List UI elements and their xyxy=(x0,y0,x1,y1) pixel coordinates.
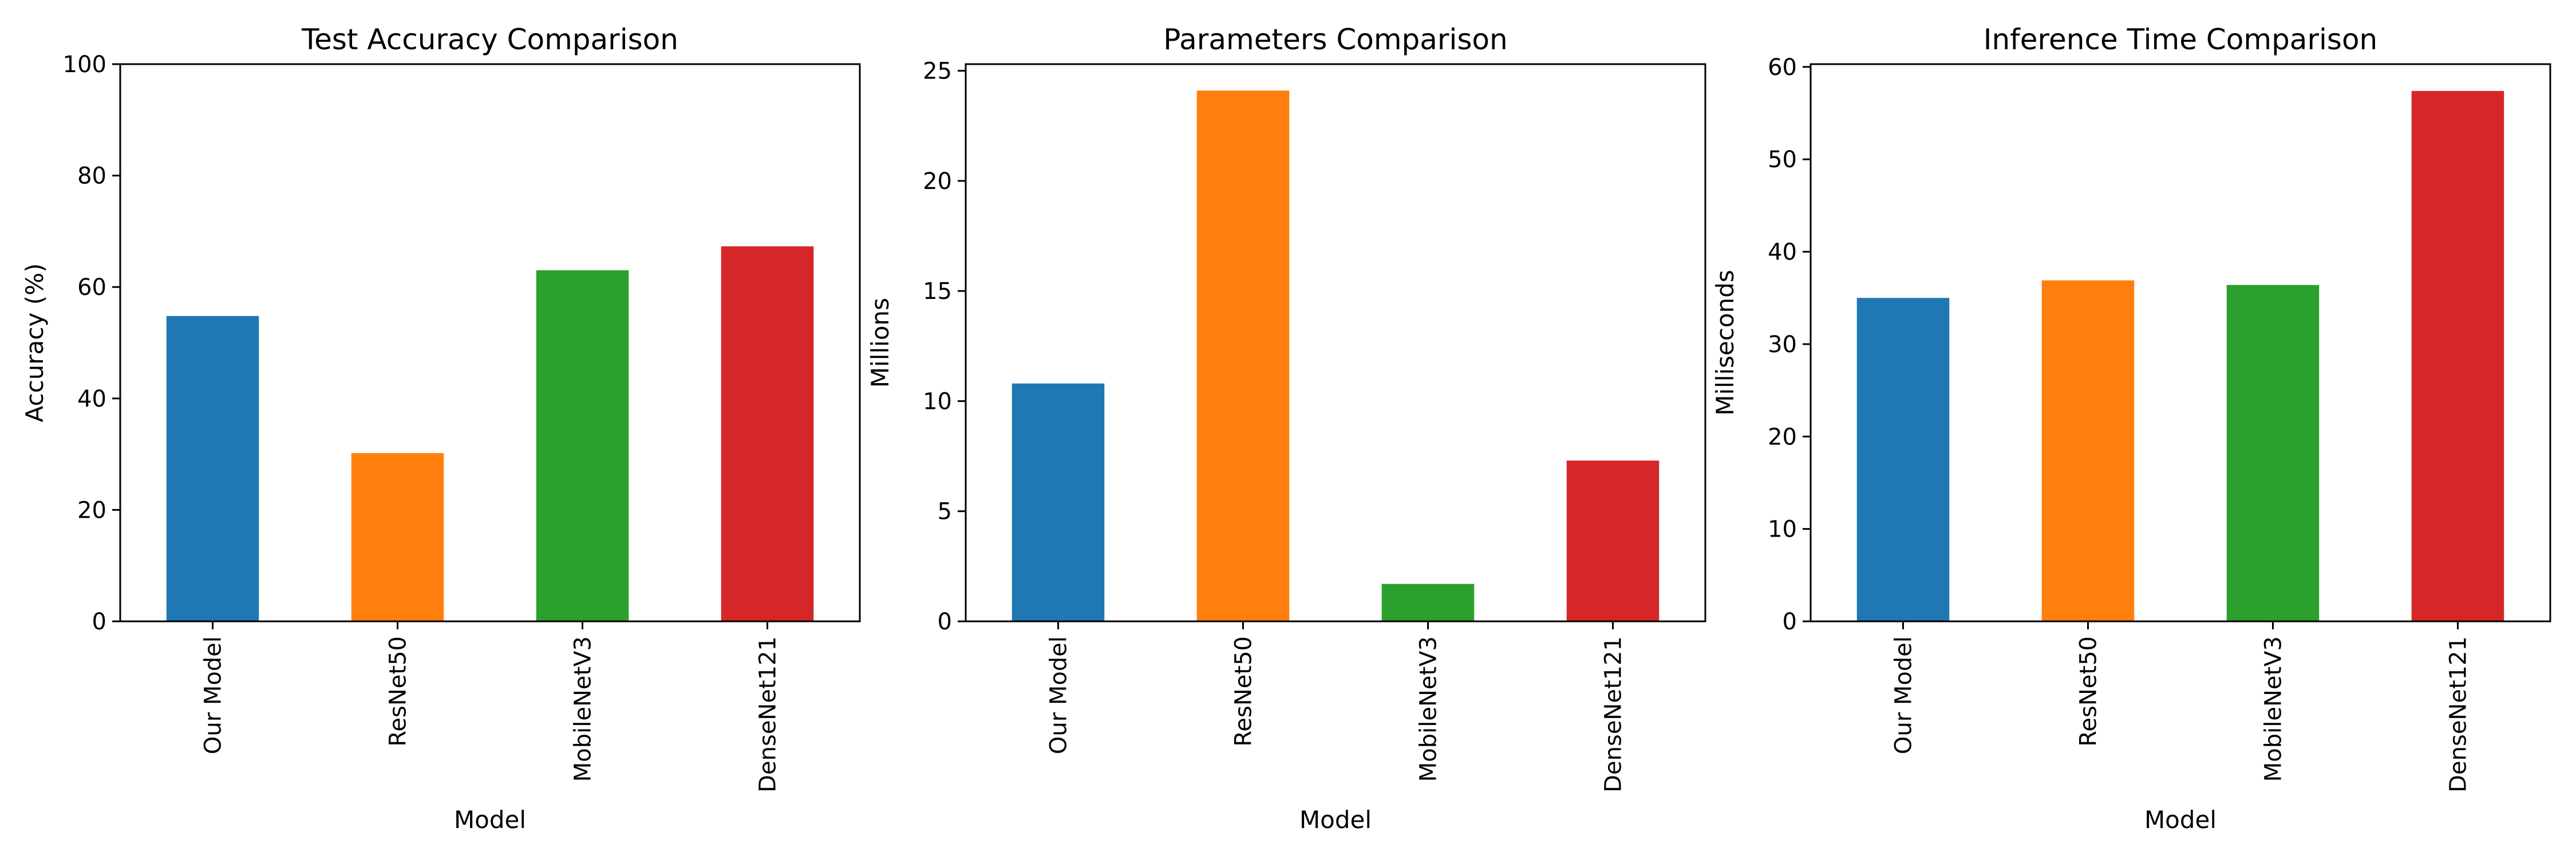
y-axis-label: Millions xyxy=(866,298,894,388)
y-tick-label: 40 xyxy=(77,386,106,412)
x-tick-label: DenseNet121 xyxy=(2445,636,2472,793)
bar-resnet50 xyxy=(1196,90,1290,621)
chart-title: Inference Time Comparison xyxy=(1984,23,2377,56)
y-tick-label: 25 xyxy=(923,58,952,85)
y-tick-label: 15 xyxy=(923,278,952,305)
y-tick-label: 0 xyxy=(92,609,106,635)
x-tick-label: MobileNetV3 xyxy=(1416,636,1442,782)
y-tick-label: 0 xyxy=(938,609,952,635)
bar-densenet121 xyxy=(1566,460,1660,621)
chart-panel-2: 0 5 10 15 20 25 Our Model ResNet50 MobileNetV3 De… xyxy=(866,23,1706,834)
y-tick-label: 10 xyxy=(923,388,952,415)
y-tick-label: 5 xyxy=(938,499,952,525)
x-tick-label: MobileNetV3 xyxy=(570,636,596,782)
bar-mobilenetv3 xyxy=(2226,285,2320,621)
y-tick-label: 80 xyxy=(77,163,106,190)
x-tick-label: Our Model xyxy=(1891,636,1917,754)
x-axis-label: Model xyxy=(454,806,526,834)
y-tick-label: 50 xyxy=(1768,147,1797,173)
chart-panel-3: 0 10 20 30 40 50 60 Our Model ResNet50 MobileNetV… xyxy=(1711,23,2551,834)
bar-mobilenetv3 xyxy=(1381,584,1475,621)
x-tick-label: ResNet50 xyxy=(385,636,412,747)
y-tick-label: 60 xyxy=(1768,54,1797,81)
bar-densenet121 xyxy=(2411,90,2504,621)
y-axis-label: Accuracy (%) xyxy=(21,263,49,423)
x-tick-label: Our Model xyxy=(200,636,227,754)
x-axis-label: Model xyxy=(2144,806,2217,834)
chart-title: Parameters Comparison xyxy=(1163,23,1507,56)
y-tick-label: 10 xyxy=(1768,517,1797,543)
x-tick-label: DenseNet121 xyxy=(1601,636,1627,793)
chart-panel-1: 0 20 40 60 80 100 Our Model ResNet50 MobileNetV3… xyxy=(21,23,861,834)
y-tick-label: 20 xyxy=(923,168,952,195)
bar-resnet50 xyxy=(351,453,444,621)
chart-title: Test Accuracy Comparison xyxy=(301,23,678,56)
plot-frame xyxy=(1809,63,2551,622)
y-tick-label: 60 xyxy=(77,274,106,301)
y-tick-label: 20 xyxy=(1768,424,1797,450)
bar-resnet50 xyxy=(2041,280,2135,621)
x-tick-label: ResNet50 xyxy=(2076,636,2102,747)
bar-our-model xyxy=(166,316,259,621)
y-axis-label: Milliseconds xyxy=(1711,270,1739,416)
y-tick-label: 100 xyxy=(63,52,106,78)
x-tick-label: ResNet50 xyxy=(1231,636,1257,747)
x-tick-label: DenseNet121 xyxy=(755,636,781,793)
plot-frame xyxy=(119,63,861,622)
bar-mobilenetv3 xyxy=(536,270,629,621)
bar-our-model xyxy=(1012,383,1105,621)
x-tick-label: Our Model xyxy=(1046,636,1072,754)
y-tick-label: 30 xyxy=(1768,332,1797,358)
plot-frame xyxy=(965,63,1706,622)
y-tick-label: 0 xyxy=(1783,609,1797,635)
x-axis-label: Model xyxy=(1299,806,1372,834)
bar-densenet121 xyxy=(721,246,814,621)
y-tick-label: 20 xyxy=(77,497,106,523)
x-tick-label: MobileNetV3 xyxy=(2261,636,2287,782)
bar-our-model xyxy=(1856,298,1950,621)
y-tick-label: 40 xyxy=(1768,239,1797,266)
